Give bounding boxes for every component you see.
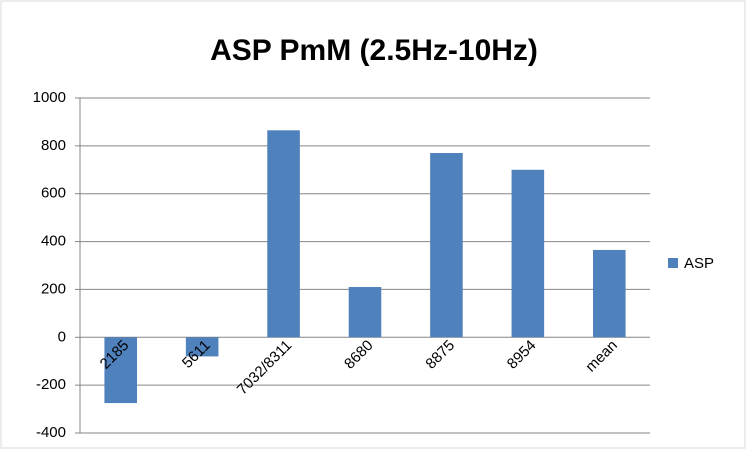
bar: [593, 249, 626, 338]
bar: [104, 337, 137, 404]
legend-swatch: [668, 258, 678, 268]
y-tick-label: 400: [41, 233, 66, 250]
bar: [185, 337, 219, 357]
y-tick-label: -400: [36, 424, 66, 441]
y-tick-label: 1000: [33, 89, 66, 106]
y-tick-label: 200: [41, 280, 66, 297]
bar: [348, 287, 382, 338]
bar: [511, 169, 545, 338]
legend-label: ASP: [684, 255, 714, 272]
chart-title: ASP PmM (2.5Hz-10Hz): [210, 34, 538, 67]
bar: [267, 130, 300, 338]
y-tick-label: 600: [41, 185, 66, 202]
bar: [430, 153, 463, 338]
y-tick-label: 0: [58, 328, 66, 345]
y-tick-label: -200: [36, 376, 66, 393]
y-tick-label: 800: [41, 137, 66, 154]
